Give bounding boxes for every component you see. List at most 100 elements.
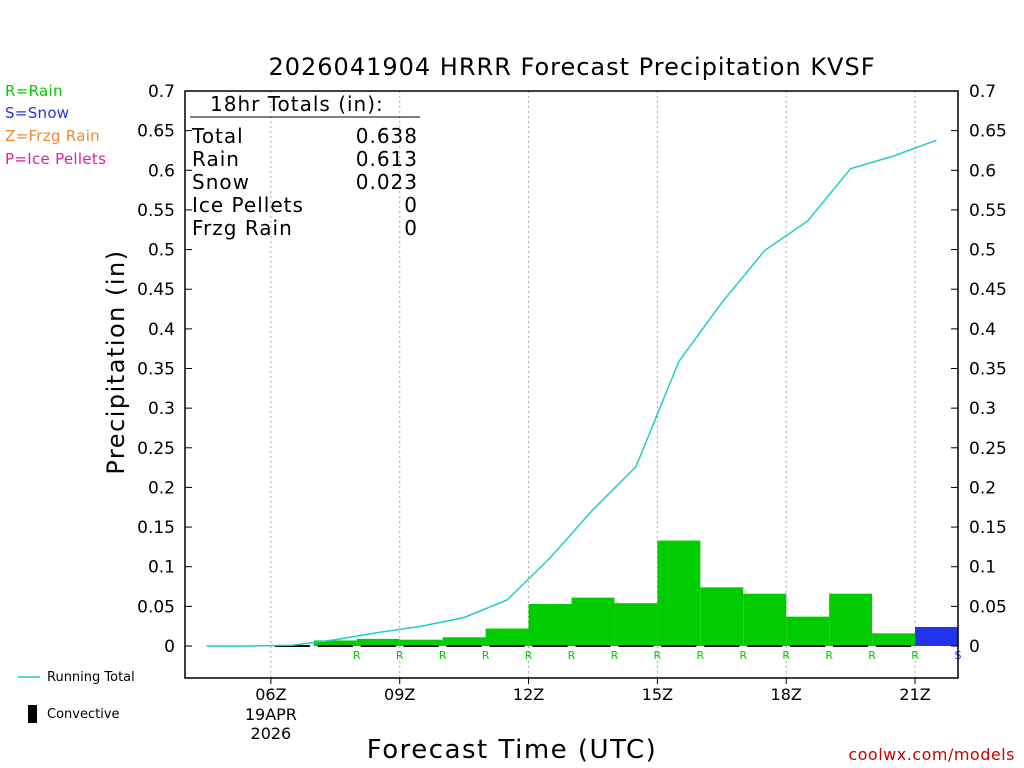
type-label-20z: R [868,649,876,662]
bar-22z [915,626,958,646]
ytick-label-right: 0.35 [969,360,1007,380]
ytick-label-right: 0.1 [969,558,996,578]
bar-14z [571,597,615,646]
chart-title: 2026041904 HRRR Forecast Precipitation K… [268,53,875,81]
type-label-16z: R [697,649,705,662]
ytick-label-left: 0.6 [148,161,175,181]
legend-convective: Convective [47,707,120,722]
ytick-label-left: 0.15 [137,518,175,538]
totals-value: 0 [404,193,418,217]
ytick-label-left: 0 [164,637,175,657]
convective-bar-18z [747,645,783,647]
type-label-14z: R [611,649,619,662]
convective-bar-17z [704,645,740,647]
ytick-label-right: 0.7 [969,82,996,102]
bar-11z [442,637,486,646]
ytick-label-right: 0.55 [969,201,1007,221]
credit-text: coolwx.com/models [848,745,1015,764]
ytick-label-left: 0.3 [148,399,175,419]
convective-swatch [28,705,37,723]
running-total-line [206,139,937,647]
convective-bar-13z [532,645,568,647]
bar-12z [485,628,529,646]
ytick-label-right: 0.45 [969,280,1007,300]
bar-21z [872,633,916,646]
legend-running-total: Running Total [47,670,135,685]
xtick-label: 06Z [255,685,286,704]
type-label-21z: R [911,649,919,662]
ytick-label-left: 0.65 [137,122,175,142]
ytick-label-left: 0.4 [148,320,175,340]
convective-bar-7z [274,645,310,647]
ytick-label-right: 0.5 [969,241,996,261]
totals-value: 0.638 [356,124,418,148]
convective-bar-15z [618,645,654,647]
bar-19z [786,616,830,646]
ytick-label-right: 0 [969,637,980,657]
bar-15z [614,603,658,646]
xtick-label: 12Z [513,685,544,704]
totals-label: Ice Pellets [192,193,304,217]
legend-frzg-rain: Z=Frzg Rain [5,127,100,145]
precip-bars [313,540,958,646]
bar-13z [528,603,572,646]
convective-bar-16z [661,645,697,647]
convective-bar-19z [790,645,826,647]
type-label-15z: R [654,649,662,662]
totals-box: 18hr Totals (in): Total 0.638 Rain 0.613 Sno… [190,92,420,240]
legend-ice-pellets: P=Ice Pellets [5,150,107,168]
bar-16z [657,540,701,646]
y-axis-right: 0 0.05 0.1 0.15 0.2 0.25 0.3 0.35 0.4 0.45 0.5 0.55… [951,82,1007,657]
legend-snow: S=Snow [5,104,70,122]
ytick-label-right: 0.3 [969,399,996,419]
xtick-sublabel: 2026 [251,724,292,743]
type-label-11z: R [482,649,490,662]
x-axis-label: Forecast Time (UTC) [367,735,658,765]
bar-9z [356,638,400,646]
ytick-label-left: 0.35 [137,360,175,380]
xtick-label: 21Z [899,685,930,704]
type-label-8z: R [353,649,361,662]
xtick-label: 15Z [642,685,673,704]
convective-bar-20z [833,645,869,647]
convective-bar-11z [446,645,482,647]
bar-18z [743,593,787,646]
type-label-13z: R [568,649,576,662]
type-label-10z: R [439,649,447,662]
convective-bar-9z [360,645,396,647]
convective-bars [274,645,912,647]
totals-value: 0 [404,216,418,240]
y-axis-label: Precipitation (in) [102,249,130,474]
ytick-label-right: 0.25 [969,439,1007,459]
totals-label: Frzg Rain [192,216,293,240]
ytick-label-left: 0.05 [137,597,175,617]
convective-bar-12z [489,645,525,647]
ytick-label-right: 0.2 [969,478,996,498]
ytick-label-right: 0.05 [969,597,1007,617]
ytick-label-left: 0.5 [148,241,175,261]
ytick-label-right: 0.4 [969,320,996,340]
type-label-19z: R [825,649,833,662]
xtick-sublabel: 19APR [245,705,297,724]
bar-20z [829,593,873,646]
legend-rain: R=Rain [5,82,63,100]
ytick-label-right: 0.15 [969,518,1007,538]
convective-bar-8z [317,645,353,647]
totals-label: Rain [192,147,240,171]
ytick-label-left: 0.1 [148,558,175,578]
bar-17z [700,587,744,646]
xtick-label: 09Z [384,685,415,704]
totals-label: Snow [192,170,250,194]
ytick-label-left: 0.7 [148,82,175,102]
bar-10z [399,639,443,646]
ytick-label-left: 0.25 [137,439,175,459]
ytick-label-left: 0.2 [148,478,175,498]
type-label-12z: R [525,649,533,662]
convective-bar-10z [403,645,439,647]
type-label-17z: R [739,649,747,662]
totals-value: 0.023 [356,170,418,194]
plot-frame [184,90,959,679]
